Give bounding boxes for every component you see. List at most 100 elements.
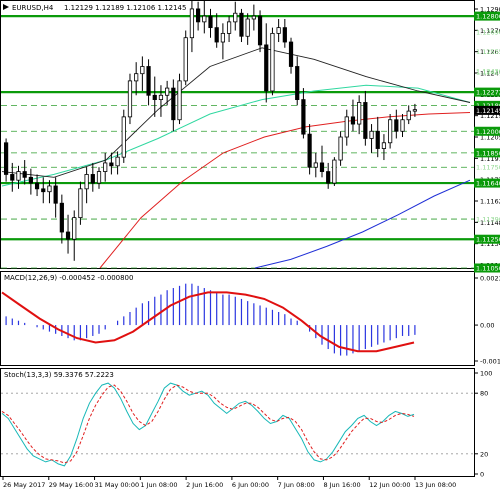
- y-tick-label-11: 1.11340: [480, 240, 500, 248]
- candle-body-39: [245, 18, 250, 37]
- y-tick-label-9: 1.11625: [480, 198, 500, 206]
- candle-body-6: [41, 188, 46, 193]
- y-tick-label-6: 1.12050: [480, 134, 500, 142]
- x-tick-label-8: 12 Jun 00:00: [369, 481, 410, 489]
- y-tick-label-10: 1.11485: [480, 219, 500, 227]
- macd-label: MACD(12,26,9) -0.000452 -0.000800: [4, 274, 133, 282]
- candle-body-12: [78, 188, 83, 219]
- ma-red-line: [99, 112, 471, 269]
- candle-body-52: [326, 171, 331, 184]
- level-price-labels: 1.12800 1.12272 1.12180 1.12000 1.11850 1.116…: [474, 11, 500, 273]
- candle-body-34: [214, 27, 219, 43]
- candle-body-23: [146, 66, 151, 96]
- candle-body-57: [357, 102, 362, 125]
- x-tick-label-0: 26 May 2017: [3, 481, 45, 489]
- candle-body-63: [394, 119, 399, 132]
- macd-histogram: [5, 283, 416, 356]
- candlesticks: [3, 0, 418, 261]
- current-price-label: 1.12145: [476, 107, 500, 115]
- level-tag-5: [474, 178, 500, 188]
- extra-price-label-0: 1.12690: [476, 28, 500, 36]
- candle-body-0: [3, 142, 9, 175]
- candle-body-45: [282, 27, 287, 43]
- candle-body-48: [301, 99, 306, 135]
- x-tick-label-7: 8 Jun 16:00: [323, 481, 360, 489]
- candle-body-17: [109, 162, 114, 167]
- candle-body-32: [202, 15, 207, 23]
- candle-body-36: [226, 21, 232, 34]
- candle-body-42: [264, 44, 269, 92]
- main-panel-frame: [0, 0, 475, 269]
- level-label-5: 1.11640: [476, 180, 500, 188]
- candle-body-16: [103, 162, 108, 172]
- extra-price-label-3: 1.12410: [476, 69, 500, 77]
- level-tag-7: [474, 263, 500, 273]
- y-tick-label-1: 1.12760: [480, 27, 500, 35]
- candle-body-35: [220, 32, 225, 43]
- candle-body-64: [400, 119, 405, 132]
- ma-blue-line: [254, 179, 471, 269]
- candle-body-40: [251, 15, 256, 20]
- candle-body-66: [412, 109, 418, 112]
- macd-y-axis: 0.002344 0.00 -0.001741: [474, 275, 500, 366]
- stoch-lines: [1, 382, 415, 467]
- candle-body-62: [388, 119, 393, 144]
- extra-price-label-2: 1.12420: [476, 67, 500, 75]
- level-label-2: 1.12180: [476, 102, 500, 110]
- candle-body-51: [319, 162, 325, 172]
- x-tick-label-6: 7 Jun 08:00: [278, 481, 315, 489]
- candle-body-37: [233, 12, 238, 23]
- extra-price-label-5: 1.11390: [476, 216, 500, 224]
- extra-price-label-4: 1.11750: [476, 164, 500, 172]
- candle-body-58: [363, 102, 368, 139]
- x-tick-label-1: 29 May 16:00: [49, 481, 94, 489]
- level-label-1: 1.12272: [476, 89, 500, 97]
- x-tick-label-5: 6 Jun 00:00: [232, 481, 269, 489]
- level-tag-4: [474, 148, 500, 158]
- candle-body-49: [307, 133, 312, 168]
- stoch-label: Stoch(13,3,3) 59.3376 57.2223: [4, 371, 114, 379]
- stoch-main-line: [1, 382, 415, 467]
- macd-tick-label-0: 0.002344: [480, 275, 500, 283]
- candle-body-60: [375, 130, 380, 149]
- candle-body-47: [295, 66, 300, 100]
- candle-body-31: [196, 8, 201, 23]
- level-tag-3: [474, 126, 500, 136]
- candle-body-28: [177, 80, 182, 121]
- candle-body-18: [115, 156, 120, 167]
- stoch-levels: [1, 392, 474, 455]
- candle-body-55: [344, 116, 349, 138]
- candle-body-11: [72, 217, 77, 240]
- level-tag-1: [474, 87, 500, 97]
- candle-body-22: [140, 66, 145, 75]
- candle-body-25: [158, 94, 164, 100]
- candle-body-61: [381, 142, 387, 149]
- candle-body-53: [332, 159, 337, 184]
- y-tick-label-0: 1.12905: [480, 6, 500, 14]
- y-tick-label-7: 1.11910: [480, 155, 500, 163]
- candle-body-2: [16, 171, 21, 181]
- candle-body-59: [369, 130, 374, 139]
- candle-body-1: [10, 174, 15, 181]
- stoch-panel-frame: [0, 368, 475, 477]
- ma-cyan-line: [1, 84, 471, 187]
- candle-body-41: [257, 15, 263, 46]
- level-label-4: 1.11850: [476, 149, 500, 157]
- candle-body-27: [171, 87, 176, 121]
- level-label-6: 1.11250: [476, 236, 500, 244]
- level-tag-6: [474, 234, 500, 244]
- macd-tick-label-2: -0.001741: [480, 358, 500, 366]
- x-tick-label-3: 1 Jun 08:00: [140, 481, 177, 489]
- candle-body-5: [34, 182, 40, 190]
- candle-body-44: [276, 27, 281, 34]
- candle-body-15: [96, 171, 102, 184]
- candle-body-13: [84, 174, 89, 190]
- stoch-y-axis: 100 80 20 0: [474, 370, 492, 479]
- candle-body-56: [350, 116, 356, 125]
- level-label-0: 1.12800: [476, 13, 500, 21]
- symbol-marker-icon: [3, 4, 9, 10]
- macd-tick-label-1: 0.00: [480, 322, 494, 330]
- candle-body-10: [65, 231, 71, 240]
- level-tag-0: [474, 11, 500, 21]
